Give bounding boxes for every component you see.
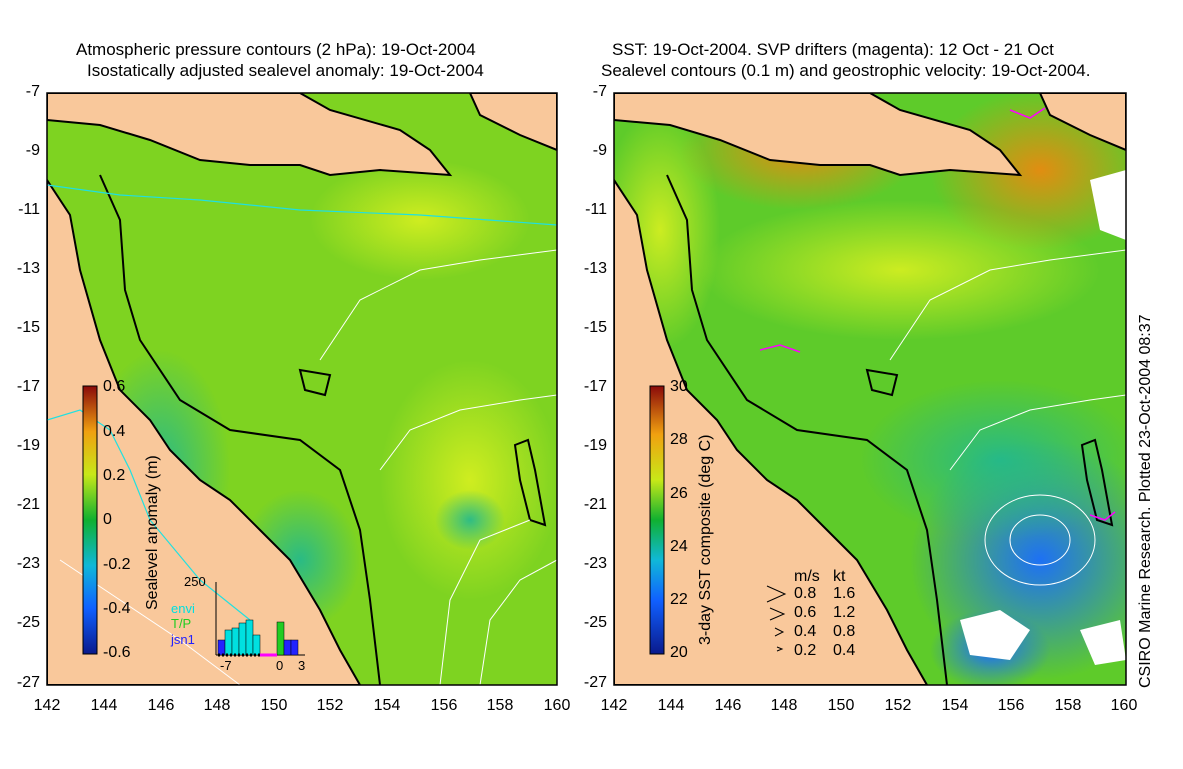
velocity-key-kt: 1.2 [833,604,856,621]
velocity-key-kt: 1.6 [833,585,856,602]
right-lat-tick: -27 [583,674,607,691]
left-lat-tick: -17 [16,378,40,395]
left-colorbar-tick: 0.4 [103,423,126,440]
right-lon-tick: 152 [884,697,912,714]
left-map-frame [46,92,558,686]
right-lon-tick: 160 [1110,697,1138,714]
right-lat-tick: -25 [583,614,607,631]
left-lon-tick: 144 [90,697,118,714]
right-colorbar-tick: 22 [670,591,688,608]
left-colorbar [82,385,98,655]
left-colorbar-tick: 0 [103,511,112,528]
right-lat-tick: -15 [583,319,607,336]
right-lat-tick: -11 [585,201,607,218]
velocity-key-header-ms: m/s [794,568,820,585]
left-map [47,93,557,685]
right-lon-tick: 148 [770,697,798,714]
left-lat-tick: -19 [16,437,40,454]
left-lon-tick: 154 [373,697,401,714]
credit-text: CSIRO Marine Research. Plotted 23-Oct-20… [1137,314,1154,688]
left-lon-tick: 152 [316,697,344,714]
velocity-key-ms: 0.6 [794,604,817,621]
left-lon-tick: 150 [260,697,288,714]
left-lon-tick: 148 [203,697,231,714]
left-lon-tick: 158 [486,697,514,714]
left-colorbar-tick: -0.4 [103,600,131,617]
left-lat-tick: -11 [18,201,40,218]
right-title-line2: Sealevel contours (0.1 m) and geostrophi… [601,61,1091,80]
right-colorbar-tick: 24 [670,538,688,555]
velocity-key-arrows [766,585,787,652]
right-colorbar-tick: 20 [670,644,688,661]
velocity-key-ms: 0.2 [794,642,817,659]
right-lat-tick: -9 [592,142,607,159]
right-lat-tick: -17 [583,378,607,395]
right-lon-tick: 142 [600,697,628,714]
right-lon-tick: 154 [941,697,969,714]
right-colorbar-tick: 26 [670,485,688,502]
left-lat-tick: -27 [16,674,40,691]
right-colorbar [649,385,665,655]
velocity-key-ms: 0.4 [794,623,817,640]
velocity-key-kt: 0.8 [833,623,856,640]
left-lon-tick: 156 [430,697,458,714]
right-lon-tick: 150 [827,697,855,714]
left-title-line1: Atmospheric pressure contours (2 hPa): 1… [76,40,476,59]
left-lon-tick: 142 [33,697,61,714]
right-lat-tick: -19 [583,437,607,454]
right-colorbar-tick: 30 [670,378,688,395]
legend-tp: T/P [171,616,192,631]
inset-x-tick: 3 [298,658,306,673]
inset-y-tick: 250 [184,574,206,589]
right-lat-tick: -23 [583,555,607,572]
right-map-frame [613,92,1127,686]
left-colorbar-tick: -0.2 [103,556,131,573]
right-map [614,93,1126,685]
right-lon-tick: 144 [657,697,685,714]
left-lat-tick: -23 [16,555,40,572]
right-lon-tick: 156 [997,697,1025,714]
satellite-histogram-inset [215,582,305,657]
inset-x-tick: 0 [276,658,284,673]
velocity-key-ms: 0.8 [794,585,817,602]
legend-jsn1: jsn1 [171,632,195,647]
left-lat-tick: -15 [16,319,40,336]
right-colorbar-label: 3-day SST composite (deg C) [697,434,714,645]
right-lon-tick: 146 [714,697,742,714]
left-colorbar-label: Sealevel anomaly (m) [144,455,161,610]
left-title-line2: Isostatically adjusted sealevel anomaly:… [87,61,484,80]
right-lat-tick: -13 [583,260,607,277]
velocity-key-header-kt: kt [833,568,846,585]
left-lon-tick: 146 [147,697,175,714]
left-lat-tick: -13 [16,260,40,277]
left-colorbar-tick: 0.2 [103,467,126,484]
velocity-key-kt: 0.4 [833,642,856,659]
left-lon-tick: 160 [543,697,571,714]
left-lat-tick: -25 [16,614,40,631]
legend-envi: envi [171,601,195,616]
left-lat-tick: -7 [25,83,40,100]
right-title-line1: SST: 19-Oct-2004. SVP drifters (magenta)… [612,40,1054,59]
right-lon-tick: 158 [1054,697,1082,714]
left-lat-tick: -21 [16,496,40,513]
left-colorbar-tick: -0.6 [103,644,131,661]
right-lat-tick: -7 [592,83,607,100]
left-colorbar-tick: 0.6 [103,378,126,395]
right-colorbar-tick: 28 [670,431,688,448]
right-lat-tick: -21 [583,496,607,513]
inset-x-tick: -7 [220,658,232,673]
left-lat-tick: -9 [25,142,40,159]
